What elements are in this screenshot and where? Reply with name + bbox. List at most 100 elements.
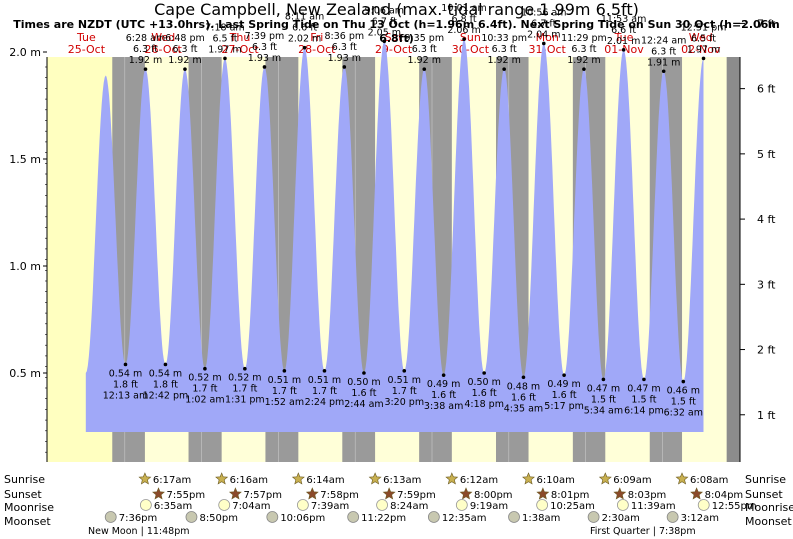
- tide-label: 1:52 am: [265, 397, 304, 408]
- tide-label: 0.54 m: [109, 368, 142, 379]
- moonset-time: 8:50pm: [199, 513, 238, 524]
- tide-label: 6.3 ft: [172, 44, 197, 55]
- tide-label: 1.6 ft: [431, 390, 456, 401]
- tide-label: 0.50 m: [347, 377, 380, 388]
- row-label-left-moonrise: Moonrise: [4, 501, 54, 514]
- tide-label: 0.52 m: [228, 373, 261, 384]
- tide-label: 3:20 pm: [384, 397, 424, 408]
- tide-point: [502, 67, 506, 71]
- tide-point: [462, 37, 466, 41]
- tide-curve: [85, 39, 704, 432]
- tide-label: 1.91 m: [647, 57, 680, 68]
- tide-point: [282, 369, 287, 373]
- tide-label: 6.3 ft: [571, 44, 596, 55]
- tide-label: 0.49 m: [427, 379, 460, 390]
- sunrise-time: 6:09am: [613, 475, 651, 486]
- moon-phase-first-quarter: First Quarter | 7:38pm: [590, 526, 696, 537]
- tide-label: 0.48 m: [507, 381, 540, 392]
- moonrise-icon: [697, 499, 710, 511]
- tide-point: [562, 373, 566, 377]
- tide-label: 1.7 ft: [232, 384, 257, 395]
- tide-label: 8:11 am: [285, 12, 324, 23]
- tide-label: 10:56 am: [521, 7, 566, 18]
- tide-label: 4:18 pm: [464, 399, 504, 410]
- chart-title: Cape Campbell, New Zealand (max. tidal r…: [154, 0, 639, 19]
- sunrise-icon: [138, 472, 152, 485]
- tide-label: 5:17 pm: [544, 401, 584, 412]
- moonrise-time: 12:55pm: [712, 501, 757, 512]
- moonrise-time: 8:24am: [390, 501, 428, 512]
- row-label-right-sunset: Sunset: [745, 488, 783, 501]
- moonrise-time: 7:39am: [311, 501, 349, 512]
- moonset-time: 2:30am: [602, 513, 640, 524]
- sunrise-time: 6:13am: [383, 475, 421, 486]
- tide-label: 1:02 am: [185, 395, 224, 406]
- tide-label: 1.5 ft: [631, 394, 656, 405]
- tide-point: [661, 69, 666, 74]
- day-date-label: 25-Oct: [68, 43, 106, 56]
- sunrise-icon: [522, 472, 535, 485]
- moonset-icon: [427, 511, 440, 523]
- moonrise-time: 6:35am: [154, 501, 192, 512]
- moonrise-icon: [296, 499, 309, 511]
- tide-label: 5:34 am: [584, 405, 623, 416]
- tide-label: 6.3 ft: [492, 44, 517, 55]
- row-label-right-moonrise: Moonrise: [745, 501, 793, 514]
- moonrise-time: 7:04am: [232, 501, 270, 512]
- moonset-icon: [587, 511, 600, 523]
- sunrise-icon: [445, 472, 459, 485]
- moonrise-icon: [455, 499, 468, 511]
- tide-label: 1.6 ft: [511, 392, 536, 403]
- tide-label: 1.5 ft: [591, 394, 616, 405]
- y-tick-label-left: 1.0 m: [9, 260, 41, 273]
- tide-label: 1.7 ft: [392, 386, 417, 397]
- tide-label: 11:53 am: [601, 14, 646, 25]
- tide-label: 2.06 m: [447, 25, 480, 36]
- row-label-left-moonset: Moonset: [4, 515, 51, 528]
- tide-point: [582, 67, 586, 71]
- tide-label: 8:36 pm: [324, 31, 364, 42]
- moonset-time: 7:36pm: [119, 513, 158, 524]
- tide-label: 11:29 pm: [561, 33, 607, 44]
- day-name-label: Tue: [76, 31, 96, 44]
- tide-label: 1.92 m: [168, 55, 201, 66]
- day-name-label: Thu: [229, 31, 251, 44]
- moonrise-time: 11:39am: [631, 501, 676, 512]
- day-name-label: Wed: [151, 31, 175, 44]
- tide-point: [441, 373, 446, 377]
- tide-label: 10:01 am: [441, 3, 486, 14]
- tide-label: 9:35 pm: [404, 33, 444, 44]
- day-name-label: Sat: [385, 31, 404, 44]
- sunset-icon: [152, 487, 165, 500]
- moonset-icon: [266, 511, 279, 523]
- chart-subtitle: Times are NZDT (UTC +13.0hrs). Last Spri…: [13, 18, 780, 45]
- sunrise-time: 6:17am: [153, 475, 191, 486]
- tide-point: [482, 371, 486, 375]
- day-date-label: 31-Oct: [529, 43, 567, 56]
- sunset-icon: [690, 487, 704, 500]
- moonrise-icon: [139, 499, 152, 511]
- tide-label: 1.7 ft: [272, 386, 297, 397]
- day-name-label: Sun: [460, 31, 481, 44]
- tide-label: 6.7 ft: [531, 18, 556, 29]
- tide-point: [362, 371, 366, 375]
- tide-label: 12:24 am: [641, 35, 686, 46]
- tide-label: 0.49 m: [547, 379, 580, 390]
- tide-label: 6.5 ft: [691, 33, 716, 44]
- tide-point: [541, 41, 546, 46]
- tide-label: 6:32 am: [664, 408, 703, 419]
- y-tick-label-right: 5 ft: [757, 148, 776, 161]
- moonset-time: 12:35am: [442, 513, 487, 524]
- tide-label: 0.50 m: [467, 377, 500, 388]
- sunset-time: 8:03pm: [628, 490, 667, 501]
- moonset-icon: [666, 511, 679, 523]
- tide-label: 12:13 am: [103, 390, 148, 401]
- tide-point: [642, 377, 646, 382]
- tide-point: [342, 65, 347, 69]
- sunrise-icon: [215, 472, 229, 485]
- tide-label: 6.3 ft: [412, 44, 437, 55]
- tide-label: 12:42 pm: [143, 390, 189, 401]
- tide-label: 6.3 ft: [133, 44, 158, 55]
- tide-point: [322, 369, 327, 373]
- tide-label: 7:39 pm: [245, 31, 285, 42]
